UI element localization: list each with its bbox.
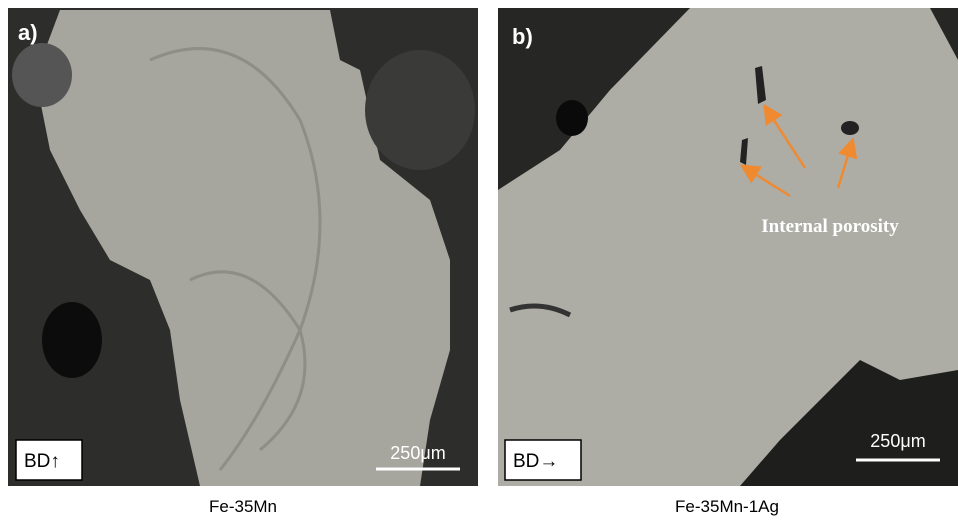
panel-label: a) — [18, 20, 38, 45]
scale-bar-label: 250μm — [390, 443, 445, 463]
figure: a) BD↑ 250μm Fe-35Mn b) Internal porosit… — [0, 0, 958, 521]
micrograph-b — [498, 8, 958, 486]
annotation: Internal porosity — [761, 216, 899, 237]
caption: Fe-35Mn — [209, 497, 277, 516]
panel-label: b) — [512, 24, 533, 49]
micrograph-a — [8, 8, 478, 486]
caption: Fe-35Mn-1Ag — [675, 497, 779, 516]
build-direction: BD↑ — [24, 451, 60, 472]
build-direction: BD→ — [513, 451, 558, 472]
scale-bar-label: 250μm — [870, 431, 925, 451]
